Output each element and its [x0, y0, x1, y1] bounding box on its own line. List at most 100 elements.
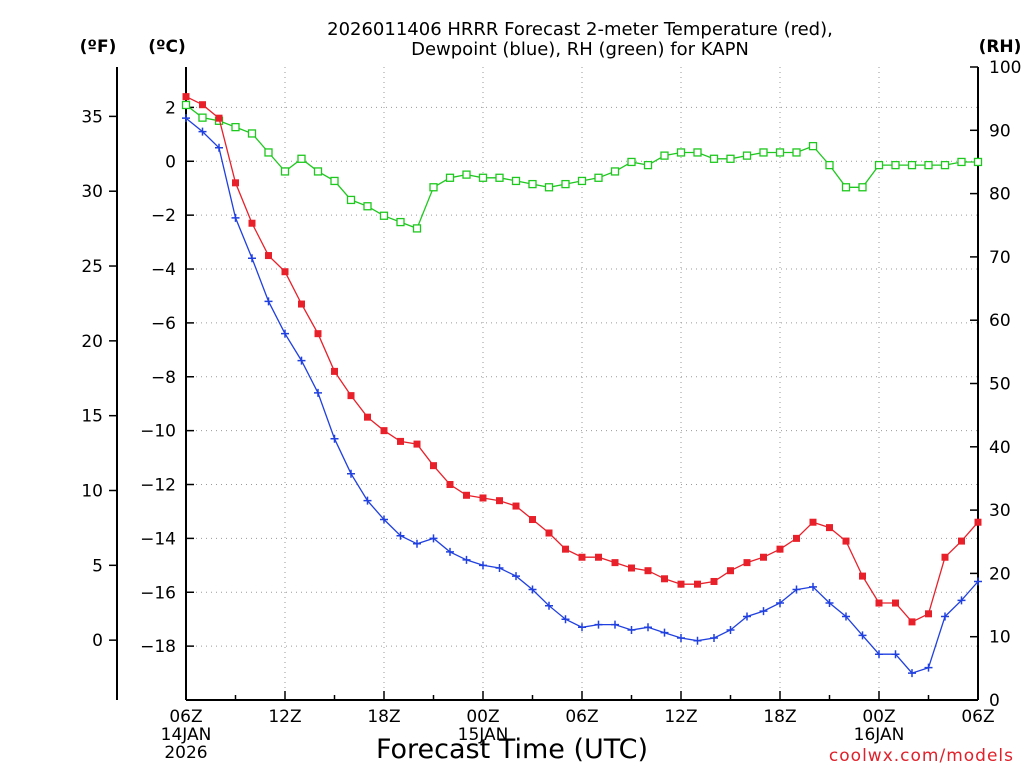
time-tick-label: 12Z: [268, 707, 301, 727]
credit-text: coolwx.com/models: [829, 746, 1014, 766]
series-line: [185, 104, 978, 230]
data-point: [677, 634, 685, 643]
data-point: [742, 151, 752, 160]
data-point: [445, 173, 455, 182]
data-point: [875, 650, 883, 659]
data-point: [198, 127, 207, 136]
data-point: [264, 297, 273, 306]
data-point: [198, 113, 207, 122]
data-point: [611, 620, 619, 629]
data-point: [907, 160, 917, 170]
rh-tick-label: 20: [989, 564, 1011, 584]
data-point: [578, 623, 586, 632]
data-point: [413, 539, 421, 548]
data-point: [726, 154, 735, 163]
data-point: [363, 202, 372, 211]
data-point: [577, 176, 587, 186]
data-point: [529, 516, 536, 524]
data-point: [924, 160, 933, 170]
rh-tick-label: 0: [989, 691, 1000, 711]
data-point: [429, 534, 438, 543]
time-tick-label: 15JAN: [458, 725, 509, 745]
fahrenheit-tick-label: 25: [81, 257, 103, 277]
data-point: [644, 567, 652, 575]
data-point: [281, 329, 289, 338]
data-point: [693, 636, 702, 645]
data-point: [677, 580, 685, 588]
data-point: [512, 572, 520, 581]
celsius-tick-label: −16: [140, 583, 176, 603]
data-point: [841, 183, 851, 192]
data-point: [859, 572, 866, 580]
celsius-tick-label: 2: [165, 98, 176, 118]
data-point: [627, 625, 636, 634]
data-point: [478, 173, 488, 182]
data-point: [726, 625, 735, 634]
celsius-axis: 2 0 −2 −4 −6 −8 −10 −12 −14 −16 −18: [140, 98, 194, 657]
data-point: [496, 497, 503, 505]
data-point: [759, 148, 768, 157]
data-point: [660, 151, 669, 160]
series-layer: [181, 93, 983, 678]
data-point: [379, 211, 389, 220]
data-point: [380, 515, 388, 524]
data-point: [512, 502, 520, 510]
data-point: [628, 564, 635, 572]
fahrenheit-tick-label: 0: [92, 631, 103, 651]
time-tick-label: 00Z: [466, 707, 499, 727]
data-point: [973, 157, 983, 167]
data-point: [809, 518, 817, 526]
data-point: [248, 254, 256, 263]
data-point: [627, 157, 636, 167]
data-point: [248, 219, 256, 227]
data-point: [793, 534, 800, 542]
data-point: [430, 462, 437, 470]
rh-tick-label: 40: [989, 438, 1011, 458]
rh-tick-label: 70: [989, 248, 1011, 268]
data-point: [743, 612, 751, 621]
rh-tick-label: 30: [989, 501, 1011, 521]
data-point: [412, 224, 422, 233]
data-point: [463, 491, 470, 499]
time-tick-label: 14JAN: [161, 725, 212, 745]
fahrenheit-tick-label: 5: [92, 556, 103, 576]
data-point: [595, 553, 602, 561]
data-point: [760, 553, 767, 561]
data-point: [792, 148, 801, 157]
data-point: [330, 176, 339, 186]
celsius-tick-label: −10: [140, 422, 176, 442]
celsius-unit-label: (ºC): [148, 37, 186, 57]
fahrenheit-unit-label: (ºF): [80, 37, 117, 57]
data-point: [809, 582, 817, 591]
data-point: [842, 612, 850, 621]
time-tick-label: 00Z: [862, 707, 895, 727]
data-point: [891, 650, 900, 659]
data-point: [265, 252, 272, 260]
series-line: [185, 117, 979, 674]
data-point: [264, 148, 273, 157]
data-point: [940, 160, 950, 170]
data-point: [413, 440, 421, 448]
data-point: [825, 160, 834, 170]
data-point: [858, 183, 867, 192]
data-point: [825, 599, 834, 608]
data-point: [528, 179, 537, 189]
data-point: [446, 481, 454, 489]
data-point: [364, 413, 371, 421]
data-point: [545, 529, 553, 537]
data-point: [182, 93, 190, 101]
data-point: [297, 154, 306, 163]
data-point: [693, 148, 702, 157]
rh-tick-label: 10: [989, 628, 1011, 648]
data-point: [199, 101, 206, 109]
data-point: [611, 559, 619, 567]
data-point: [925, 610, 932, 618]
data-point: [313, 167, 323, 176]
data-point: [215, 114, 223, 122]
data-point: [298, 300, 305, 308]
data-point: [363, 496, 372, 505]
data-point: [396, 217, 405, 227]
data-point: [347, 392, 355, 400]
data-point: [544, 183, 554, 192]
data-point: [908, 618, 916, 626]
